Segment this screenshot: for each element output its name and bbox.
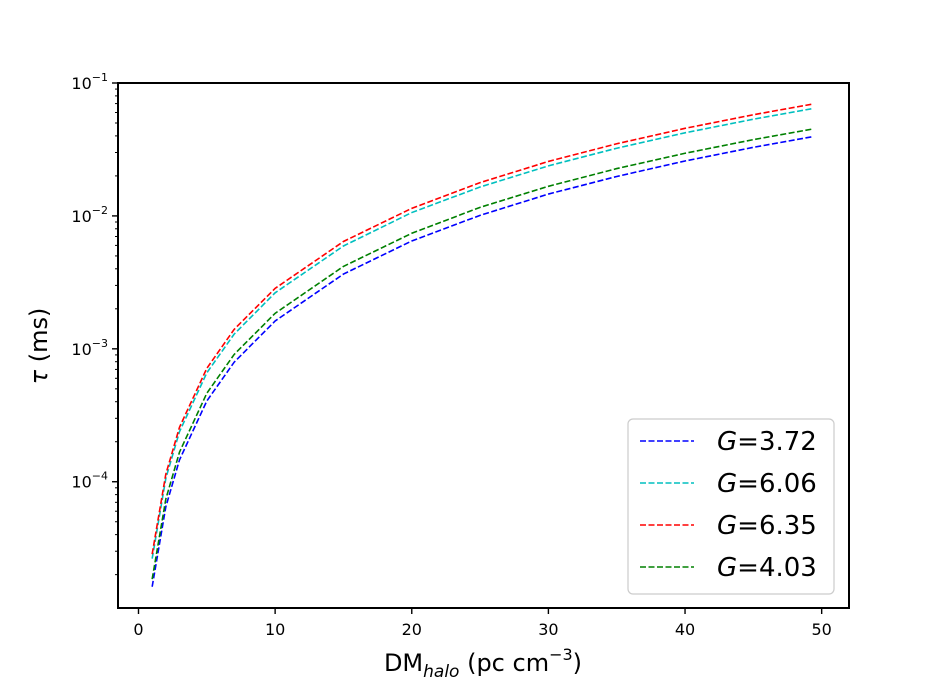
series-line-2 [151, 103, 813, 555]
x-axis: 0 10 20 30 40 50 [133, 608, 832, 639]
x-tick-label-1: 10 [265, 620, 285, 639]
legend-label-2: G=6.35 [717, 511, 817, 541]
y-axis-label: τ (ms) [25, 308, 53, 385]
legend-box [627, 418, 835, 595]
series-line-3 [151, 128, 813, 580]
y-tick-label-2: 10−2 [71, 204, 108, 226]
plot-frame [117, 82, 850, 609]
legend-label-0: G=3.72 [717, 427, 817, 457]
x-tick-label-4: 40 [675, 620, 695, 639]
y-tick-label-3: 10−1 [71, 71, 108, 93]
x-tick-label-3: 30 [538, 620, 558, 639]
legend-label-1: G=6.06 [717, 469, 817, 499]
x-tick-label-2: 20 [402, 620, 422, 639]
y-axis: 10−4 10−3 10−2 10−1 [71, 71, 118, 576]
x-tick-label-0: 0 [133, 620, 143, 639]
series-lines [151, 103, 813, 587]
series-line-0 [151, 135, 813, 587]
series-line-1 [151, 107, 813, 559]
x-axis-label: DMhalo (pc cm−3) [384, 645, 582, 682]
y-tick-label-1: 10−3 [71, 337, 108, 359]
legend: G=3.72 G=6.06 G=6.35 G=4.03 [627, 418, 835, 595]
y-tick-label-0: 10−4 [71, 470, 108, 492]
x-tick-label-5: 50 [811, 620, 831, 639]
legend-label-3: G=4.03 [717, 553, 817, 583]
